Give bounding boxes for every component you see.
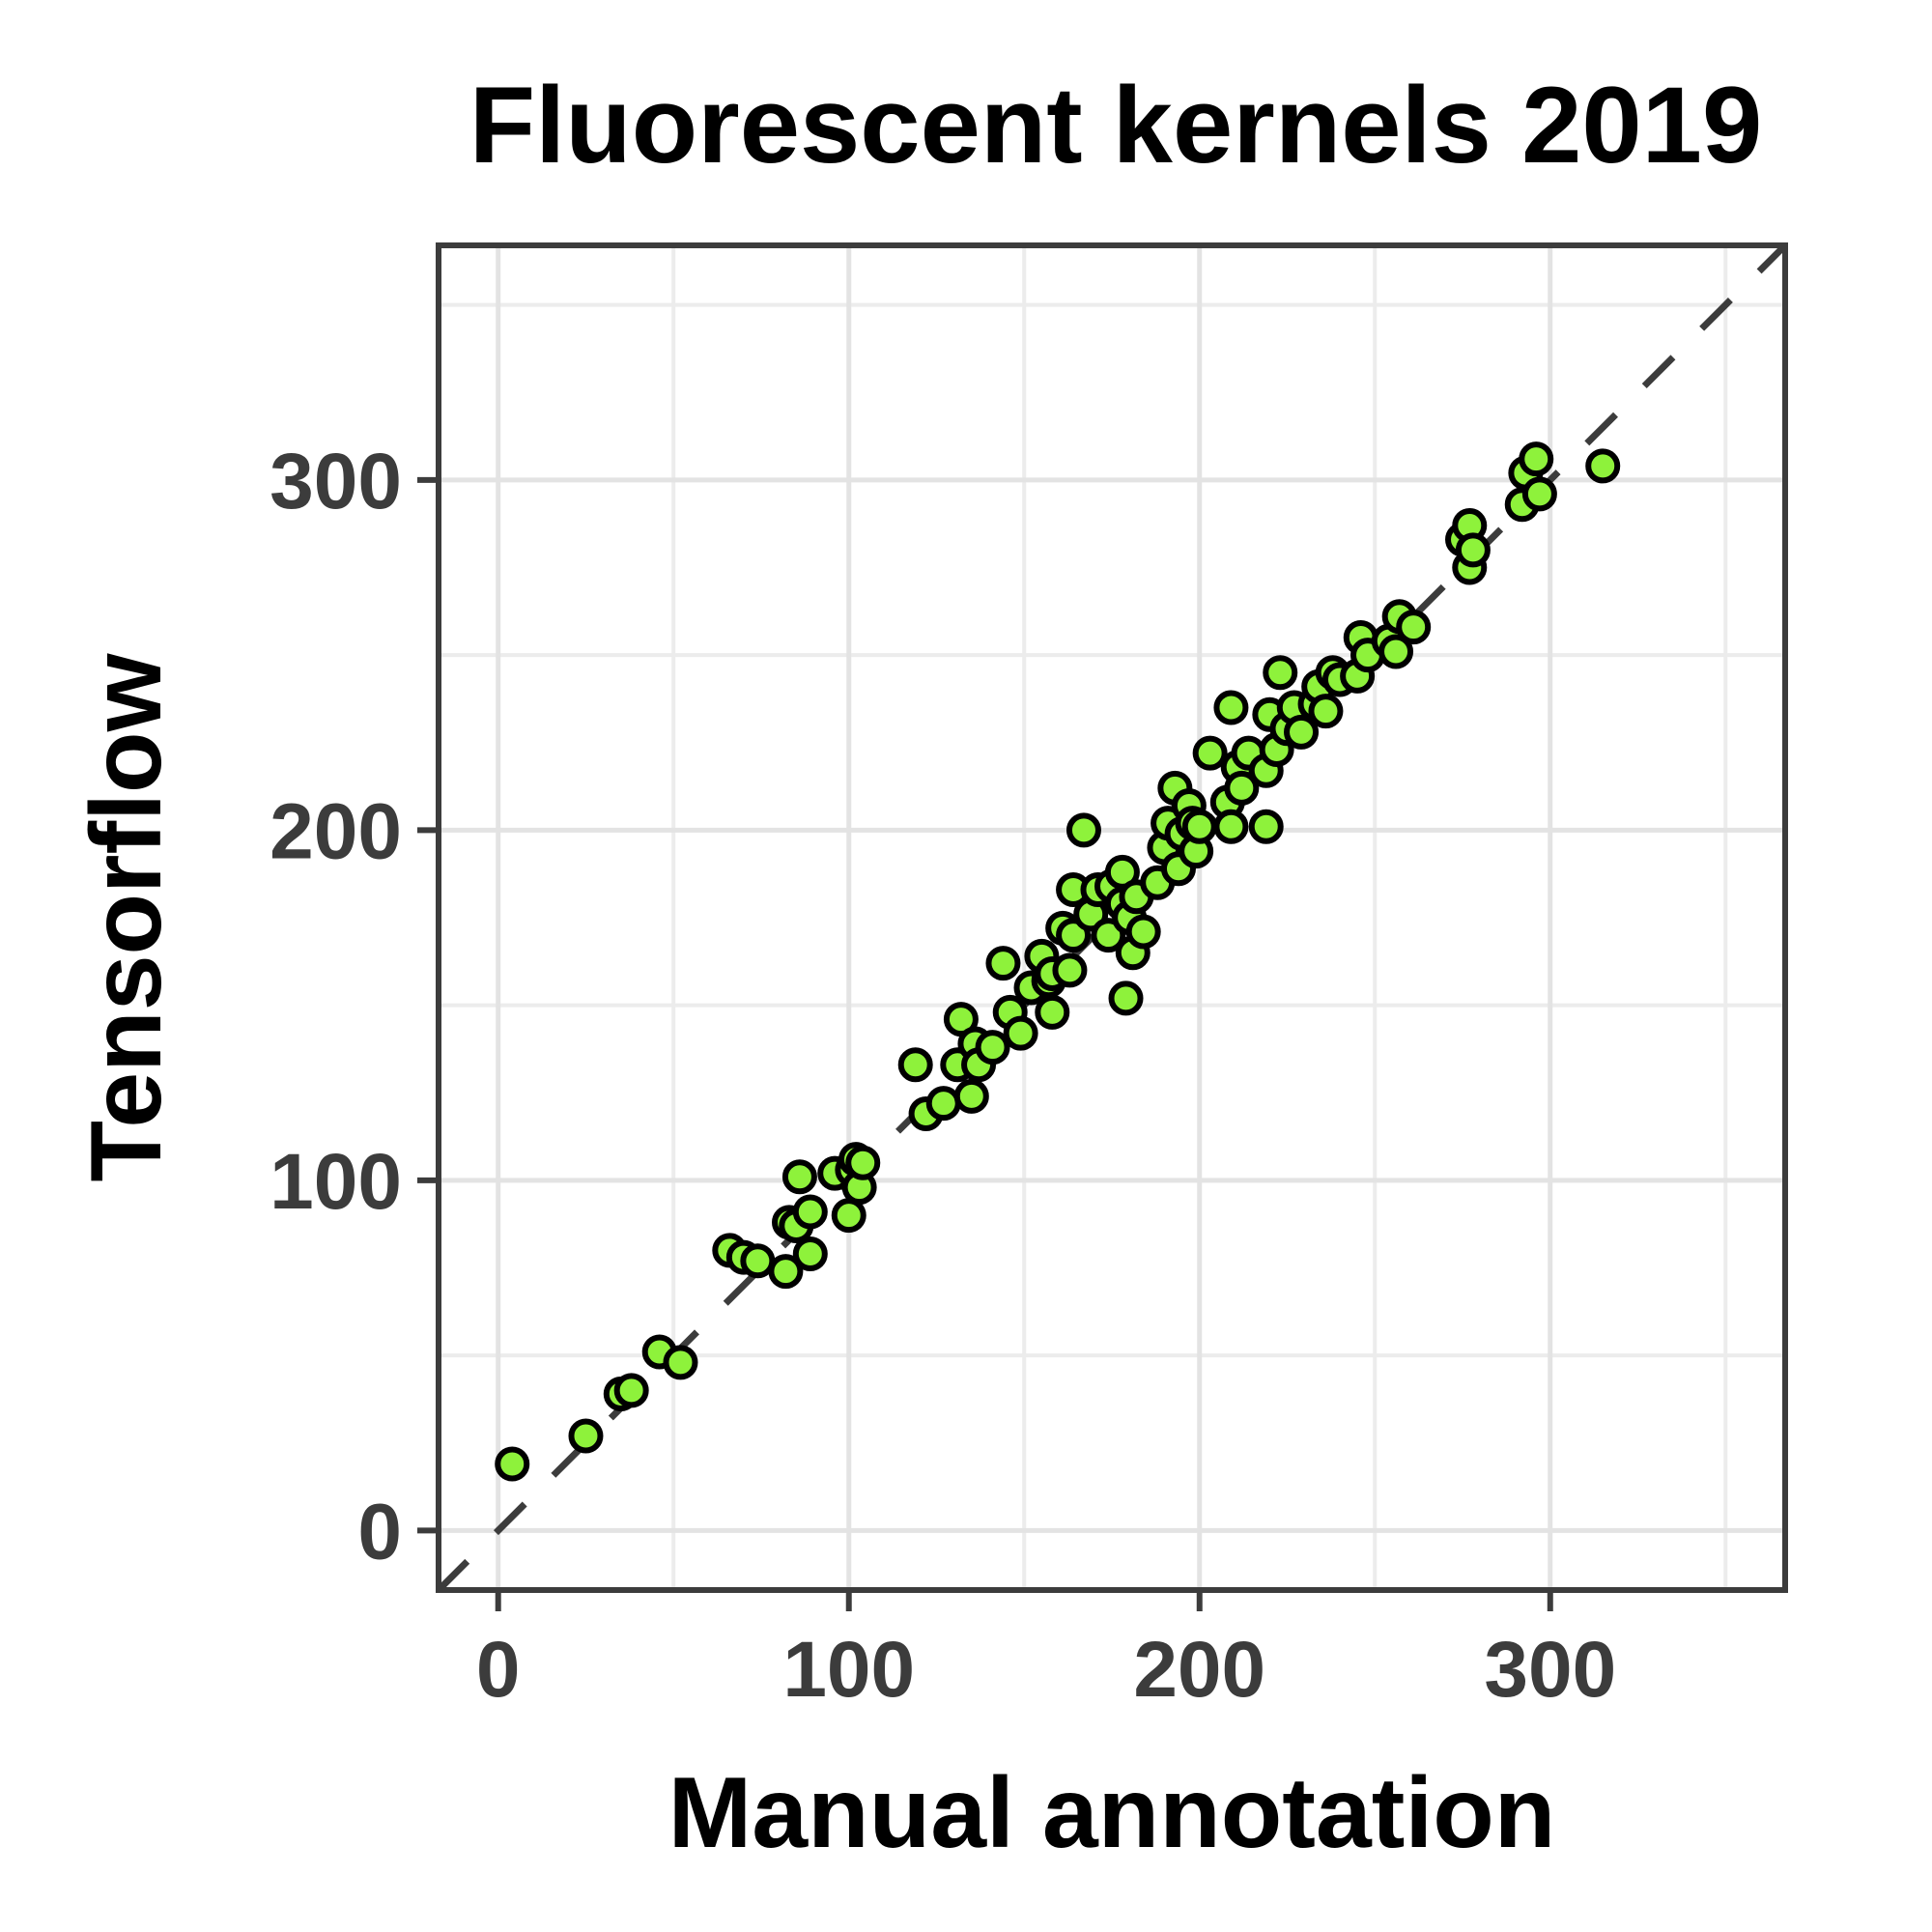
data-point-8 [740,1243,776,1279]
data-point-13 [792,1236,828,1271]
x-tick-label-100: 100 [782,1626,915,1714]
chart-title: Fluorescent kernels 2019 [469,65,1762,185]
data-point-21 [897,1047,933,1083]
data-point-63 [1181,809,1217,844]
data-point-42 [1065,812,1101,848]
data-point-97 [1519,441,1554,477]
data-point-66 [1213,809,1249,844]
data-point-14 [792,1194,828,1230]
data-point-1 [568,1418,604,1454]
x-tick-label-200: 200 [1133,1626,1265,1714]
data-point-94 [1455,532,1491,568]
data-point-12 [781,1159,817,1195]
data-point-75 [1263,655,1298,691]
data-point-32 [1003,1015,1038,1051]
x-tick-label-0: 0 [476,1626,521,1714]
data-point-0 [495,1446,530,1482]
data-point-9 [768,1254,804,1290]
data-point-88 [1378,634,1414,669]
y-tick-label-0: 0 [357,1488,402,1576]
axis-ticks [417,476,1553,1611]
data-point-23 [925,1086,961,1122]
data-point-69 [1224,770,1260,806]
grid-lines [439,245,1785,1590]
data-point-53 [1125,914,1161,950]
y-tick-label-300: 300 [270,438,402,526]
data-point-26 [953,1078,989,1114]
data-point-49 [1108,980,1144,1016]
data-point-39 [1052,952,1088,988]
data-point-67 [1213,690,1249,725]
data-point-64 [1192,735,1228,771]
data-point-36 [1035,994,1070,1030]
x-axis-title: Manual annotation [668,1757,1556,1869]
data-point-30 [985,946,1021,981]
data-point-81 [1308,694,1344,729]
data-point-98 [1521,476,1557,512]
data-points [495,441,1621,1482]
data-point-16 [831,1198,867,1234]
x-tick-label-300: 300 [1484,1626,1616,1714]
data-point-29 [975,1030,1010,1065]
data-point-99 [1585,448,1621,484]
y-tick-label-200: 200 [270,787,402,875]
y-axis-title: Tensorflow [71,652,183,1181]
data-point-78 [1284,714,1320,750]
plot-frame [436,242,1788,1593]
data-point-3 [613,1373,649,1408]
data-point-5 [663,1345,698,1380]
data-point-90 [1396,610,1432,645]
data-point-72 [1248,809,1284,844]
data-point-20 [845,1145,881,1180]
y-tick-label-100: 100 [270,1138,402,1226]
